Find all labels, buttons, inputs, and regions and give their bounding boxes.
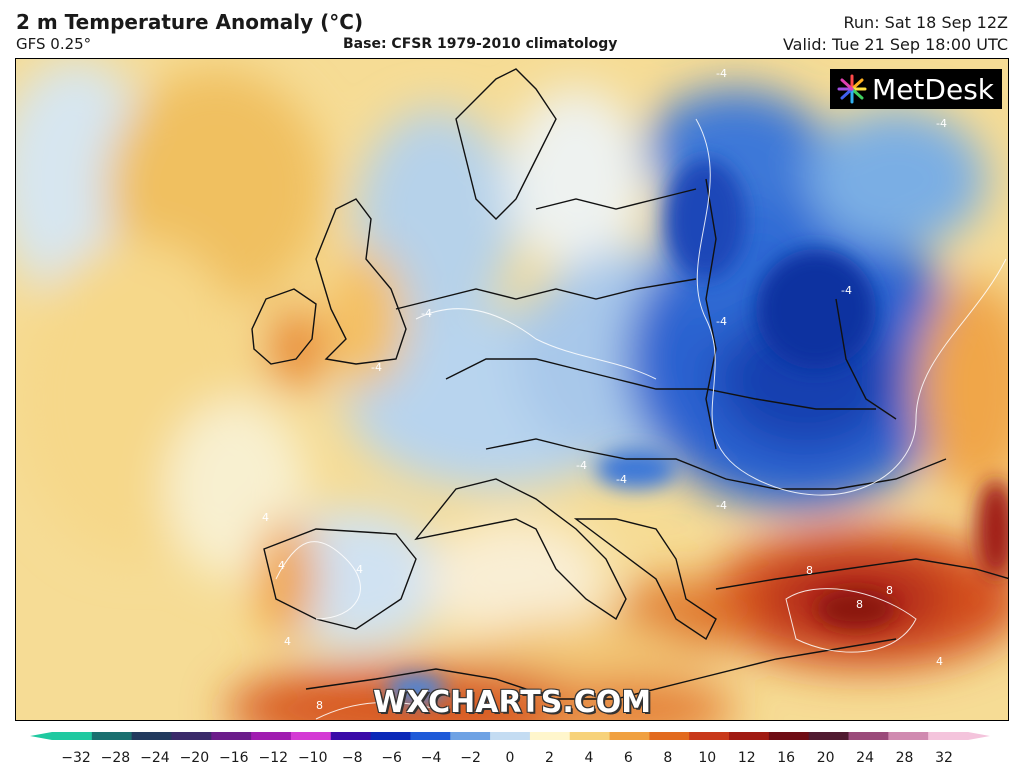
wxcharts-watermark: WXCHARTS.COM <box>373 685 652 720</box>
colorbar-swatch <box>888 732 929 740</box>
colorbar-tick-label: −2 <box>460 750 481 766</box>
colorbar-tick-label: −16 <box>219 750 249 766</box>
colorbar-swatch <box>370 732 411 740</box>
contour-label: -4 <box>616 473 627 486</box>
colorbar-swatch <box>91 732 133 740</box>
contour-label: 4 <box>356 563 363 576</box>
colorbar-tick-label: 10 <box>698 750 716 766</box>
colorbar-tick-label: −6 <box>381 750 402 766</box>
colorbar-swatch <box>808 732 850 740</box>
coastlines <box>251 68 1008 700</box>
run-time-label: Run: Sat 18 Sep 12Z <box>843 13 1008 32</box>
contour-lines <box>275 118 1007 720</box>
contour-label: -4 <box>421 307 432 320</box>
temperature-anomaly-map: -4 -4 -4 -4 -4 -4 -4 -4 -4 4 4 4 4 4 8 8 8 8 MetDesk WXCH… <box>15 58 1009 721</box>
colorbar-swatch <box>649 732 690 740</box>
colorbar-swatch <box>928 732 969 740</box>
contour-label: -4 <box>936 117 947 130</box>
colorbar-swatch <box>330 732 372 740</box>
colorbar-tick-label: 20 <box>817 750 835 766</box>
temperature-colorbar: −32 −28 −24 −20 −16 −12 −10 −8 −6 −4 −2 0 2 4 6 8 10 12 16… <box>30 732 990 766</box>
colorbar-swatch <box>529 732 571 740</box>
contour-label: 4 <box>278 559 285 572</box>
chart-title: 2 m Temperature Anomaly (°C) <box>16 10 364 34</box>
colorbar-swatch <box>251 732 292 740</box>
contour-label: -4 <box>371 361 382 374</box>
contour-labels: -4 -4 -4 -4 -4 -4 -4 -4 -4 4 4 4 4 4 8 8 8 8 <box>262 67 947 712</box>
contour-label: -4 <box>716 315 727 328</box>
colorbar-tick-label: −20 <box>180 750 210 766</box>
colorbar-swatch <box>131 732 172 740</box>
contour-label: 4 <box>284 635 291 648</box>
colorbar-tick-label: 28 <box>896 750 914 766</box>
metdesk-logo-text: MetDesk <box>872 72 994 106</box>
anomaly-field: -4 -4 -4 -4 -4 -4 -4 -4 -4 4 4 4 4 4 8 8 8 8 <box>16 59 1008 720</box>
colorbar-swatch <box>211 732 252 740</box>
colorbar-swatch <box>490 732 531 740</box>
colorbar-tick-label: 6 <box>624 750 633 766</box>
colorbar-tick-label: 2 <box>545 750 554 766</box>
colorbar-left-arrow <box>30 732 52 740</box>
colorbar-tick-label: −32 <box>61 750 91 766</box>
colorbar-tick-label: 8 <box>663 750 672 766</box>
contour-label: 4 <box>262 511 269 524</box>
colorbar-swatch <box>450 732 491 740</box>
colorbar-tick-label: 16 <box>777 750 795 766</box>
contour-label: 4 <box>936 655 943 668</box>
colorbar-tick-label: −12 <box>258 750 288 766</box>
colorbar-tick-label: 0 <box>506 750 515 766</box>
climatology-base-label: Base: CFSR 1979-2010 climatology <box>343 36 618 52</box>
colorbar-tick-label: −10 <box>298 750 328 766</box>
valid-time-label: Valid: Tue 21 Sep 18:00 UTC <box>782 35 1008 54</box>
colorbar-tick-label: −8 <box>342 750 363 766</box>
contour-label: -4 <box>716 499 727 512</box>
colorbar-swatch <box>689 732 730 740</box>
colorbar-right-arrow <box>968 732 990 740</box>
contour-label: 8 <box>886 584 893 597</box>
colorbar-tick-label: 24 <box>856 750 874 766</box>
colorbar-swatch <box>768 732 810 740</box>
contour-label: 8 <box>806 564 813 577</box>
colorbar-tick-label: −4 <box>421 750 442 766</box>
metdesk-logo: MetDesk <box>830 69 1002 109</box>
colorbar-swatch <box>729 732 770 740</box>
contour-label: -4 <box>576 459 587 472</box>
colorbar-swatch <box>290 732 332 740</box>
model-label: GFS 0.25° <box>16 35 92 53</box>
colorbar-swatch <box>52 732 93 740</box>
colorbar-tick-label: −28 <box>101 750 131 766</box>
contour-label: -4 <box>716 67 727 80</box>
colorbar-swatch <box>569 732 611 740</box>
contour-label: -4 <box>841 284 852 297</box>
colorbar-tick-label: 32 <box>935 750 953 766</box>
colorbar-swatch <box>410 732 451 740</box>
colorbar-swatch <box>171 732 212 740</box>
colorbar-swatch <box>609 732 650 740</box>
contour-label: 8 <box>316 699 323 712</box>
colorbar-tick-label: −24 <box>140 750 170 766</box>
colorbar-tick-label: 12 <box>738 750 756 766</box>
contour-label: 8 <box>856 598 863 611</box>
metdesk-sunburst-icon <box>837 74 867 104</box>
colorbar-tick-label: 4 <box>584 750 593 766</box>
colorbar-swatch <box>848 732 889 740</box>
